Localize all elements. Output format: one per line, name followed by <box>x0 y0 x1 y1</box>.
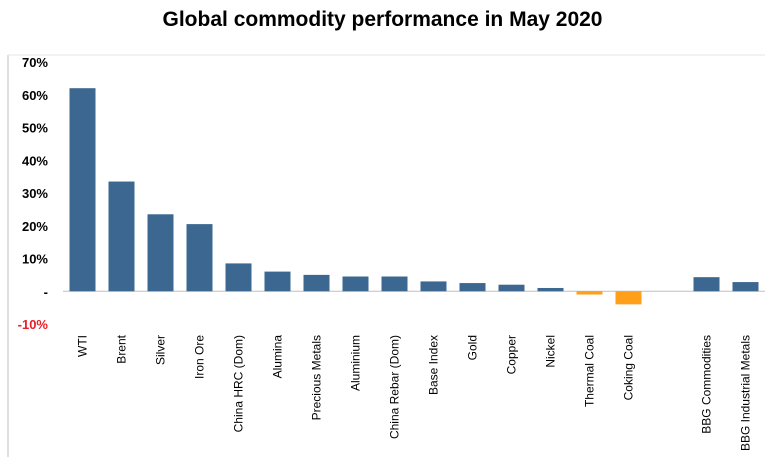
x-tick-label: Coking Coal <box>622 335 636 400</box>
x-tick-label: Base Index <box>427 335 441 395</box>
axes <box>7 54 765 457</box>
x-tick-label: Precious Metals <box>310 335 324 420</box>
chart-title: Global commodity performance in May 2020 <box>162 8 603 31</box>
bar <box>615 291 642 305</box>
y-tick-label: 30% <box>22 186 48 201</box>
x-tick-label: Brent <box>115 334 129 363</box>
x-tick-label: Silver <box>154 335 168 365</box>
bar <box>498 284 525 292</box>
bar <box>459 283 486 292</box>
bar <box>225 263 252 292</box>
y-tick-label: 20% <box>22 219 48 234</box>
y-tick-label: - <box>44 284 48 299</box>
x-tick-label: WTI <box>76 335 90 357</box>
x-tick-label: Alumina <box>271 335 285 379</box>
y-tick-label: 40% <box>22 153 48 168</box>
x-tick-label: BBG Industrial Metals <box>739 335 753 451</box>
labels: 70% 60% 50% 40% 30% 20% 10% - -10% WTI Brent Silver… <box>18 55 753 451</box>
x-tick-label: Gold <box>466 335 480 360</box>
bar <box>732 282 759 292</box>
bar <box>108 181 135 292</box>
y-tick-label: 60% <box>22 88 48 103</box>
bar <box>186 224 213 292</box>
x-tick-label: Iron Ore <box>193 335 207 379</box>
x-tick-label: BBG Commodities <box>700 335 714 434</box>
bar <box>147 214 174 292</box>
y-tick-label: 10% <box>22 252 48 267</box>
y-tick-label: 70% <box>22 55 48 70</box>
x-tick-label: China Rebar (Dom) <box>388 335 402 439</box>
x-tick-label: Aluminium <box>349 335 363 391</box>
bar <box>303 274 330 292</box>
bar <box>420 281 447 292</box>
y-tick-label: -10% <box>18 317 49 332</box>
bar <box>69 88 96 292</box>
bar <box>264 271 291 292</box>
bars <box>69 88 759 305</box>
bar <box>576 291 603 295</box>
x-tick-label: China HRC (Dom) <box>232 335 246 432</box>
bar <box>342 276 369 292</box>
x-tick-label: Nickel <box>544 335 558 368</box>
y-tick-label: 50% <box>22 121 48 136</box>
bar <box>693 277 720 292</box>
bar <box>381 276 408 292</box>
x-tick-label: Thermal Coal <box>583 335 597 407</box>
bar <box>537 287 564 292</box>
x-tick-label: Copper <box>505 335 519 374</box>
